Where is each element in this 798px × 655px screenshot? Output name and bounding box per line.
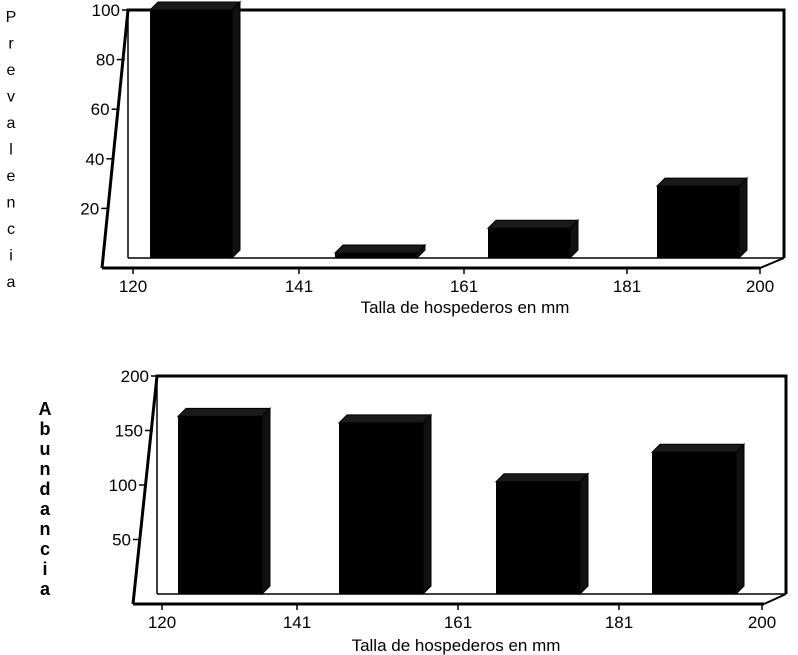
y-tick-label: 200 <box>121 367 149 386</box>
bar-161 <box>333 243 427 260</box>
bar-120 <box>176 407 272 596</box>
y-tick-label: 20 <box>80 199 99 218</box>
bar-181 <box>494 472 590 596</box>
x-tick-label: 200 <box>746 277 774 296</box>
x-tick-label: 141 <box>285 277 313 296</box>
bar-200 <box>655 176 749 260</box>
prevalencia-plot-frame <box>100 8 786 270</box>
abundancia-x-ticks: 120 141 161 181 200 <box>148 604 776 632</box>
bar-161 <box>337 413 433 596</box>
y-axis-label-letter: b <box>40 419 51 439</box>
y-axis-label-letter: r <box>8 36 14 53</box>
y-tick-label: 40 <box>85 150 104 169</box>
prevalencia-bars <box>148 0 749 260</box>
x-tick-label: 181 <box>613 277 641 296</box>
y-axis-label-letter: a <box>40 579 51 599</box>
y-axis-label-letter: e <box>7 168 16 185</box>
y-axis-label-letter: i <box>9 248 13 265</box>
prevalencia-y-ticks: 100 80 60 40 20 <box>80 1 130 218</box>
x-tick-label: 161 <box>444 613 472 632</box>
x-tick-label: 181 <box>605 613 633 632</box>
x-tick-label: 161 <box>450 277 478 296</box>
x-tick-label: 120 <box>148 613 176 632</box>
y-axis-label-letter: e <box>7 62 16 79</box>
y-axis-label-letter: n <box>7 195 16 212</box>
abundancia-bars <box>176 407 746 596</box>
bar-200 <box>650 443 746 596</box>
x-tick-label: 120 <box>119 277 147 296</box>
y-axis-label-letter: P <box>6 9 17 26</box>
y-tick-label: 50 <box>112 531 131 550</box>
y-axis-label-letter: v <box>7 89 15 106</box>
y-tick-label: 60 <box>91 100 110 119</box>
abundancia-chart: 200 150 100 50 120 141 161 181 200 Talla de hos… <box>39 367 788 655</box>
y-tick-label: 100 <box>92 1 120 20</box>
y-axis-label-letter: u <box>40 439 51 459</box>
prevalencia-chart: 100 80 60 40 20 120 141 161 181 200 Talla de hos… <box>6 0 786 317</box>
x-tick-label: 200 <box>748 613 776 632</box>
x-tick-label: 141 <box>283 613 311 632</box>
y-axis-label-letter: A <box>39 399 52 419</box>
bar-181 <box>486 219 580 260</box>
prevalencia-x-axis-label: Talla de hospederos en mm <box>361 298 570 317</box>
y-tick-label: 80 <box>96 51 115 70</box>
abundancia-x-axis-label: Talla de hospederos en mm <box>352 636 561 655</box>
y-axis-label-letter: n <box>40 519 51 539</box>
y-axis-label-letter: a <box>7 115 16 132</box>
bar-120 <box>148 0 242 260</box>
y-axis-label-letter: c <box>40 539 50 559</box>
y-axis-label-letter: l <box>9 142 13 159</box>
y-axis-label-letter: a <box>7 274 16 291</box>
y-axis-label-letter: i <box>42 559 47 579</box>
y-axis-label-letter: d <box>40 479 51 499</box>
prevalencia-x-ticks: 120 141 161 181 200 <box>119 268 774 296</box>
y-axis-label-letter: n <box>40 459 51 479</box>
abundancia-y-ticks: 200 150 100 50 <box>109 367 159 550</box>
y-tick-label: 100 <box>109 476 137 495</box>
y-axis-label-letter: a <box>40 499 51 519</box>
y-tick-label: 150 <box>115 422 143 441</box>
y-axis-label-letter: c <box>7 221 15 238</box>
